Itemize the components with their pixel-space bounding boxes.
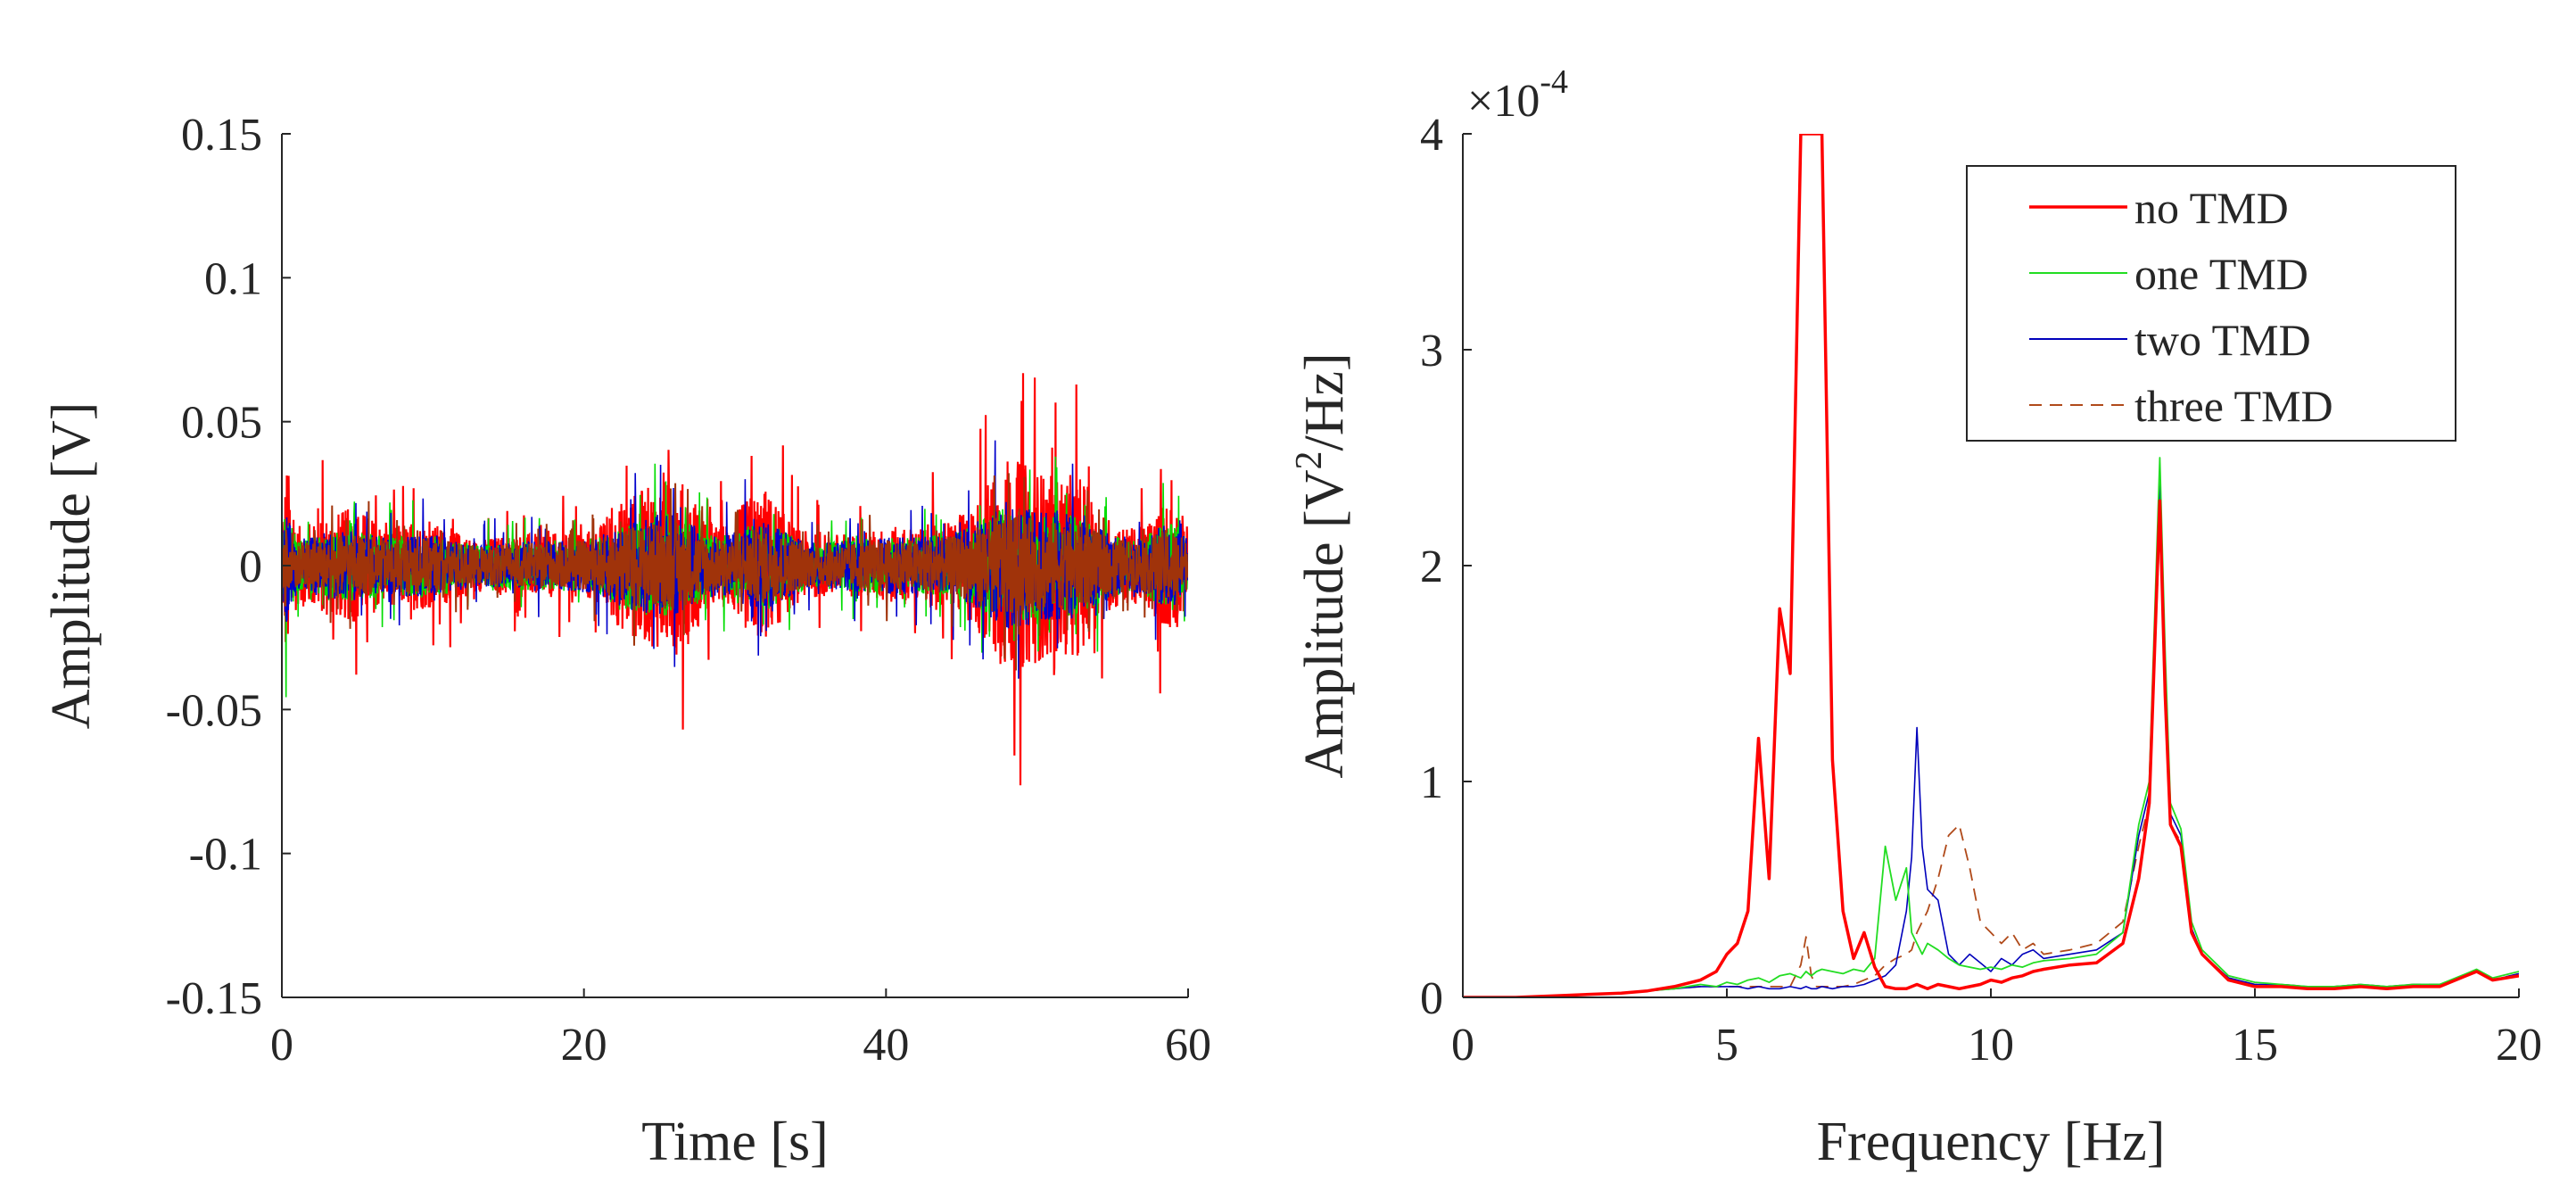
psd-chart: 0 5 10 15 20 0 1 2 3 4 ×10-4 Frequency [Hz] Ampl… [1289, 63, 2542, 1172]
time-x-label: Time [s] [641, 1112, 829, 1172]
legend-label-three-tmd: three TMD [2134, 381, 2333, 431]
psd-x-tick-label: 15 [2232, 1020, 2278, 1071]
time-x-tick-label: 60 [1165, 1020, 1211, 1071]
psd-y-tick-label: 2 [1420, 542, 1443, 592]
time-chart: 0 20 40 60 -0.15 -0.1 -0.05 0 0.05 0.1 0.15 Time … [41, 110, 1211, 1172]
time-y-ticks: -0.15 -0.1 -0.05 0 0.05 0.1 0.15 [166, 110, 291, 1024]
time-x-tick-label: 0 [270, 1020, 293, 1071]
time-y-label: Amplitude [V] [41, 402, 102, 730]
exponent-prefix: ×10 [1467, 76, 1540, 127]
legend-label-one-tmd: one TMD [2134, 249, 2308, 299]
psd-y-tick-label: 3 [1420, 326, 1443, 376]
psd-y-label: Amplitude [V2/Hz] [1289, 352, 1355, 778]
time-x-tick-label: 20 [561, 1020, 607, 1071]
psd-y-label-sup: 2 [1289, 451, 1330, 470]
legend-label-no-tmd: no TMD [2134, 183, 2289, 233]
psd-series-line-two-tmd [1463, 478, 2519, 997]
time-x-ticks: 0 20 40 60 [270, 988, 1211, 1071]
psd-x-tick-label: 20 [2496, 1020, 2542, 1071]
time-y-tick-label: 0 [239, 542, 262, 592]
psd-series-line-three-tmd [1463, 521, 2519, 997]
psd-y-label-base: Amplitude [V [1294, 469, 1355, 778]
psd-series-line-no-tmd [1463, 134, 2519, 997]
time-y-tick-label: -0.1 [189, 830, 262, 881]
time-y-tick-label: 0.15 [181, 110, 262, 161]
time-y-tick-label: 0.1 [204, 253, 262, 304]
psd-y-ticks: 0 1 2 3 4 [1420, 110, 1472, 1024]
exponent-sup: -4 [1540, 63, 1568, 101]
time-series-line-brown [282, 473, 1188, 671]
psd-x-tick-label: 0 [1451, 1020, 1474, 1071]
time-y-tick-label: -0.05 [166, 685, 262, 736]
time-x-tick-label: 40 [863, 1020, 909, 1071]
psd-exponent-label: ×10-4 [1467, 63, 1568, 127]
legend-label-two-tmd: two TMD [2134, 315, 2311, 365]
psd-y-tick-label: 4 [1420, 110, 1443, 161]
psd-x-ticks: 0 5 10 15 20 [1451, 988, 2542, 1071]
psd-y-tick-label: 1 [1420, 757, 1443, 808]
legend: no TMD one TMD two TMD three TMD [1966, 165, 2456, 442]
legend-box [1966, 165, 2456, 442]
psd-x-label: Frequency [Hz] [1817, 1112, 2166, 1172]
time-y-tick-label: 0.05 [181, 398, 262, 449]
time-y-tick-label: -0.15 [166, 973, 262, 1024]
psd-series-line-one-tmd [1463, 457, 2519, 997]
psd-x-tick-label: 5 [1715, 1020, 1738, 1071]
psd-x-tick-label: 10 [1968, 1020, 2014, 1071]
time-series-group [282, 373, 1188, 786]
psd-y-tick-label: 0 [1420, 973, 1443, 1024]
psd-series-group [1463, 134, 2519, 997]
psd-y-label-rest: /Hz] [1294, 352, 1355, 451]
